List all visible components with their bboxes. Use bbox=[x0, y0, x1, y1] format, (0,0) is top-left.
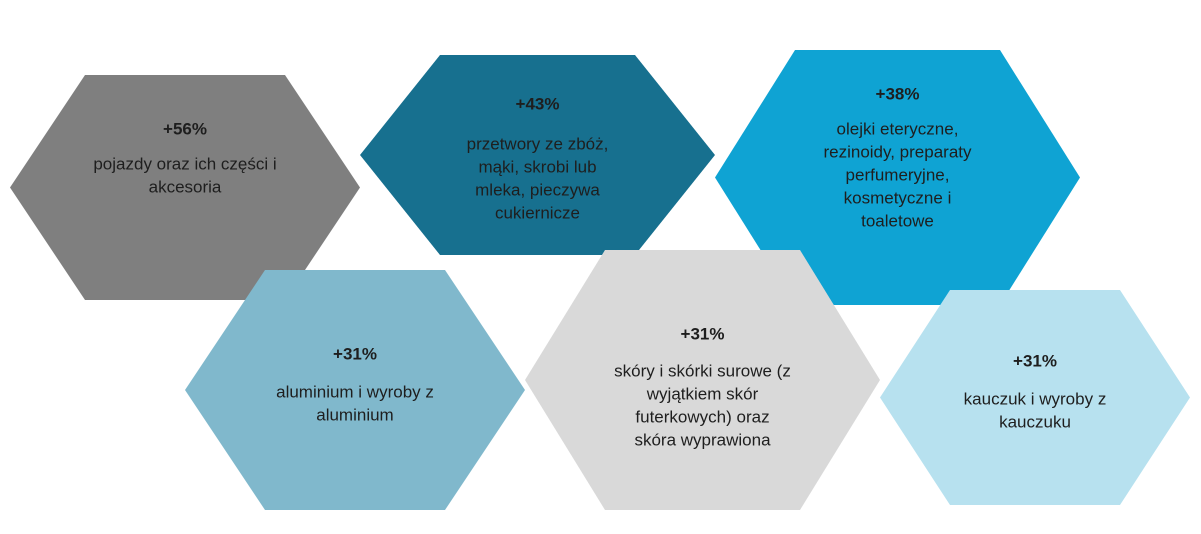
hexagon-label: cukiernicze bbox=[495, 203, 580, 222]
hexagon bbox=[185, 270, 525, 510]
hexagon-label: mąki, skrobi lub bbox=[478, 157, 596, 176]
hexagon-value: +31% bbox=[681, 324, 725, 343]
hexagon-label: wyjątkiem skór bbox=[646, 384, 759, 403]
hexagon-label: rezinoidy, preparaty bbox=[823, 142, 972, 161]
hexagon-label: kosmetyczne i bbox=[844, 188, 952, 207]
hexagon-label: przetwory ze zbóż, bbox=[467, 134, 609, 153]
hexagon-value: +31% bbox=[1013, 351, 1057, 370]
hexagon-label: olejki eteryczne, bbox=[837, 119, 959, 138]
hexagon-label: pojazdy oraz ich części i bbox=[93, 154, 276, 173]
hexagon bbox=[10, 75, 360, 300]
hexagon-label: akcesoria bbox=[149, 177, 222, 196]
hexagon-label: mleka, pieczywa bbox=[475, 180, 600, 199]
hexagon-value: +43% bbox=[516, 94, 560, 113]
hexagon-label: skóry i skórki surowe (z bbox=[614, 361, 791, 380]
hexagon bbox=[715, 50, 1080, 305]
hexagon bbox=[360, 55, 715, 255]
hexagon bbox=[880, 290, 1190, 505]
hexagon-value: +38% bbox=[876, 84, 920, 103]
hexagon-label: skóra wyprawiona bbox=[634, 430, 771, 449]
hexagon-label: toaletowe bbox=[861, 211, 934, 230]
hexagon-label: kauczuku bbox=[999, 412, 1071, 431]
hexagon-label: perfumeryjne, bbox=[846, 165, 950, 184]
hexagon bbox=[525, 250, 880, 510]
hexagon-label: aluminium bbox=[316, 405, 393, 424]
hexagon-label: aluminium i wyroby z bbox=[276, 382, 434, 401]
hexagon-label: futerkowych) oraz bbox=[635, 407, 769, 426]
hexagon-value: +31% bbox=[333, 344, 377, 363]
hexagon-value: +56% bbox=[163, 119, 207, 138]
hexagon-label: kauczuk i wyroby z bbox=[964, 389, 1107, 408]
